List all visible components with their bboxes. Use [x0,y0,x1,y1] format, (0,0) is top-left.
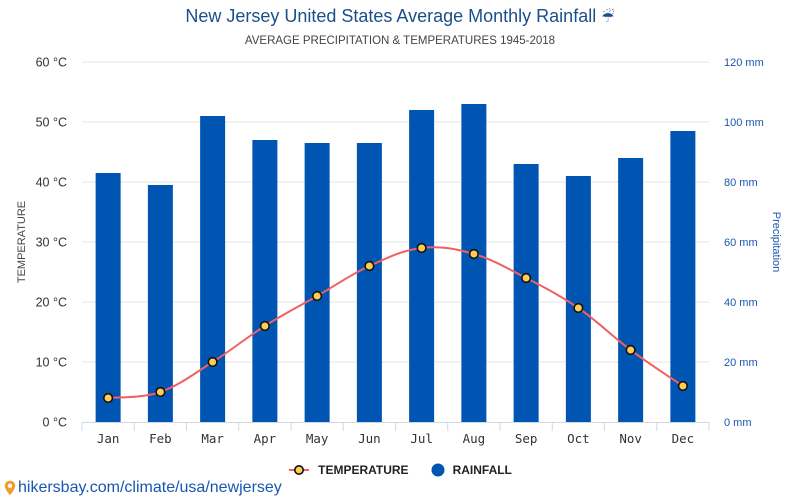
y-right-tick-label: 100 mm [724,117,764,129]
y-left-tick-label: 30 °C [36,236,67,250]
temperature-point[interactable] [312,290,323,302]
x-tick-label: May [306,431,329,446]
x-tick-label: Mar [201,431,224,446]
y-axis-right-title: Precipitation [770,212,782,273]
legend-label-temperature: TEMPERATURE [318,463,409,477]
y-left-tick-label: 20 °C [36,296,67,310]
umbrella-rain-icon: ☔ [601,9,615,26]
temperature-point[interactable] [573,302,584,314]
temperature-line-layer [108,246,684,399]
rainfall-bar[interactable] [200,116,226,422]
y-right-tick-label: 40 mm [724,297,758,309]
x-tick-label: Aug [463,431,486,446]
gridlines [82,61,709,363]
chart-title: New Jersey United States Average Monthly… [0,6,800,27]
y-left-tick-label: 60 °C [36,56,67,70]
temperature-point[interactable] [155,386,166,398]
y-right-tick-label: 0 mm [724,417,752,429]
x-tick-label: Apr [254,431,277,446]
y-right-tick-label: 20 mm [724,357,758,369]
x-tick-label: Oct [567,431,590,446]
rainfall-bar[interactable] [252,140,278,422]
temperature-line [108,246,684,399]
temperature-point[interactable] [677,380,688,392]
temperature-point[interactable] [416,242,427,254]
y-right-tick-label: 80 mm [724,177,758,189]
rainfall-bar[interactable] [304,143,330,422]
rainfall-bar[interactable] [565,176,591,422]
temperature-points [103,242,688,404]
y-left-tick-label: 10 °C [36,356,67,370]
y-axis-left-title: TEMPERATURE [16,201,28,283]
y-right-tick-label: 120 mm [724,57,764,69]
temperature-point[interactable] [259,320,270,332]
x-tick-label: Nov [619,431,642,446]
temperature-legend-icon [289,465,310,475]
temperature-point[interactable] [468,248,479,260]
legend-label-rainfall: RAINFALL [452,463,512,477]
temperature-point[interactable] [103,392,114,404]
x-axis: Jan Feb Mar Apr May Jun Jul Aug Sep Oct Nov Dec [81,422,710,446]
x-tick-label: Feb [149,431,172,446]
rainfall-bar[interactable] [95,173,121,422]
rainfall-legend-icon [431,463,445,477]
rainfall-bar[interactable] [147,185,173,422]
x-tick-label: Sep [515,431,538,446]
x-tick-label: Jul [410,431,433,446]
temperature-point[interactable] [207,356,218,368]
location-pin-icon [4,480,16,496]
y-left-tick-label: 50 °C [36,116,67,130]
y-axis-right: 0 mm 20 mm 40 mm 60 mm 80 mm 100 mm 120 mm [724,57,764,429]
legend-item-rainfall[interactable]: RAINFALL [431,463,512,477]
y-right-tick-label: 60 mm [724,237,758,249]
y-left-tick-label: 40 °C [36,176,67,190]
temperature-point[interactable] [364,260,375,272]
rainfall-bar[interactable] [618,158,644,422]
chart-subtitle: AVERAGE PRECIPITATION & TEMPERATURES 194… [244,35,556,47]
rainfall-bar[interactable] [461,104,487,422]
chart-title-text: New Jersey United States Average Monthly… [185,6,597,26]
source-link[interactable]: hikersbay.com/climate/usa/newjersey [4,479,282,497]
rainfall-bar[interactable] [670,131,696,422]
temperature-point[interactable] [521,272,532,284]
legend-item-temperature[interactable]: TEMPERATURE [288,463,409,477]
temperature-point[interactable] [625,344,636,356]
rainfall-bar[interactable] [409,110,435,422]
y-axis-left: 0 °C 10 °C 20 °C 30 °C 40 °C 50 °C 60 °C [36,56,67,430]
source-link-text: hikersbay.com/climate/usa/newjersey [18,479,282,496]
rainfall-bars [95,104,696,422]
rainfall-bar[interactable] [513,164,539,422]
x-tick-label: Jun [358,431,381,446]
legend: TEMPERATURE RAINFALL [0,463,800,477]
y-left-tick-label: 0 °C [43,416,67,430]
rainfall-bar[interactable] [356,143,382,422]
x-tick-label: Jan [97,431,120,446]
x-tick-label: Dec [672,431,695,446]
